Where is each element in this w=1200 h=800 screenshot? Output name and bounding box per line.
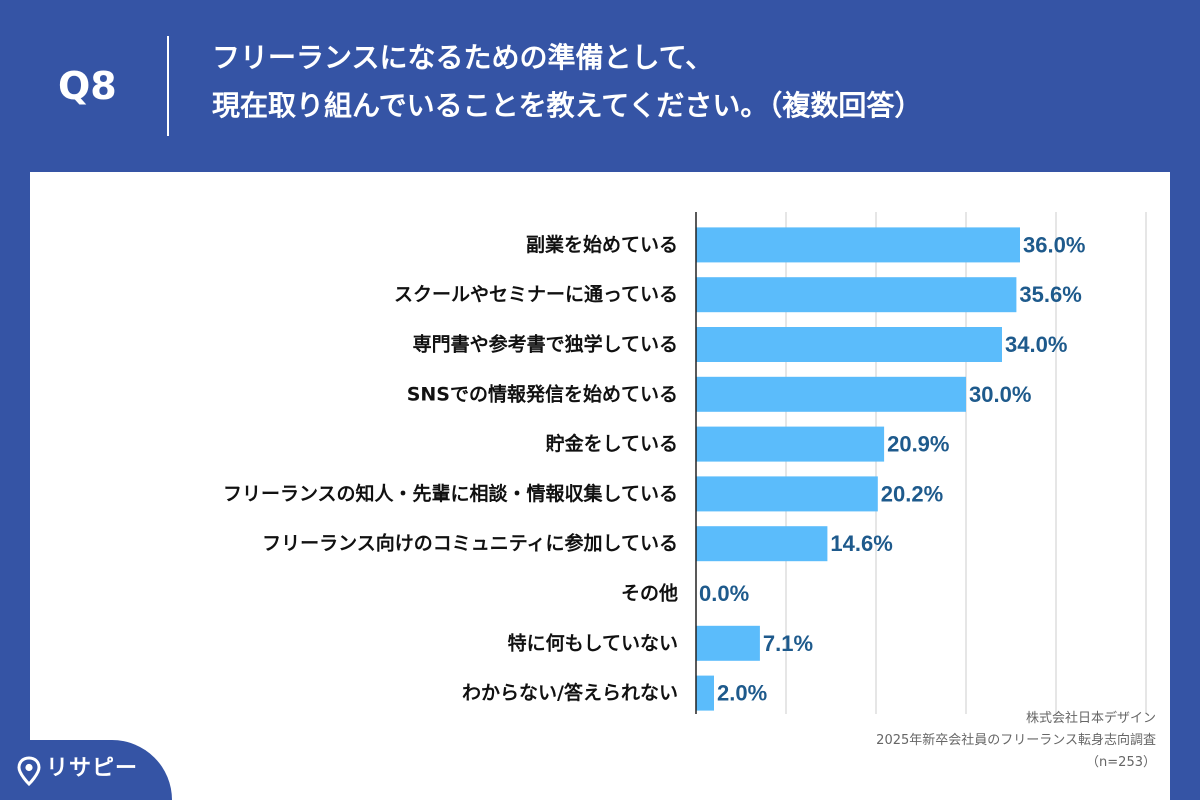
- question-number: Q8: [58, 64, 117, 108]
- map-pin-icon: [17, 756, 41, 786]
- category-label: スクールやセミナーに通っている: [394, 284, 678, 306]
- category-label: その他: [621, 582, 678, 605]
- bar: [696, 476, 878, 512]
- header-divider: [167, 36, 169, 136]
- logo-text: リサピー: [46, 756, 139, 781]
- value-label: 20.2%: [881, 481, 943, 506]
- category-label: フリーランスの知人・先輩に相談・情報収集している: [223, 482, 678, 505]
- bar: [696, 426, 885, 462]
- category-label: 特に何もしていない: [508, 631, 678, 654]
- bar: [696, 625, 760, 661]
- value-label: 35.6%: [1019, 282, 1081, 307]
- value-label: 34.0%: [1005, 332, 1067, 357]
- header: Q8 フリーランスになるための準備として、 現在取り組んでいることを教えてくださ…: [0, 0, 1200, 168]
- bar: [696, 227, 1020, 263]
- chart-card: 副業を始めている 36.0% スクールやセミナーに通っている 35.6% 専門書や参考書…: [30, 172, 1170, 800]
- source-company: 株式会社日本デザイン: [1025, 711, 1156, 726]
- bar: [696, 376, 966, 412]
- value-label: 30.0%: [969, 382, 1031, 407]
- value-label: 20.9%: [887, 432, 949, 457]
- value-label: 14.6%: [830, 531, 892, 556]
- category-label: 副業を始めている: [526, 233, 678, 256]
- bar: [696, 675, 714, 711]
- category-label: SNSでの情報発信を始めている: [407, 382, 678, 405]
- bar: [696, 327, 1002, 362]
- source-sample-size: （n=253）: [1086, 755, 1156, 770]
- category-label: フリーランス向けのコミュニティに参加している: [262, 532, 678, 555]
- bar: [696, 526, 828, 562]
- category-label: わからない/答えられない: [462, 681, 678, 704]
- category-label: 貯金をしている: [546, 432, 678, 455]
- question-title: フリーランスになるための準備として、 現在取り組んでいることを教えてください。（…: [212, 34, 1172, 130]
- logo-badge: リサピー: [0, 740, 172, 800]
- question-title-line-1: フリーランスになるための準備として、: [212, 41, 714, 74]
- bar-chart: 副業を始めている 36.0% スクールやセミナーに通っている 35.6% 専門書や参考書…: [223, 212, 1147, 714]
- value-label: 36.0%: [1023, 232, 1085, 257]
- question-title-line-2: 現在取り組んでいることを教えてください。（複数回答）: [212, 89, 923, 122]
- value-label: 0.0%: [699, 581, 749, 606]
- category-label: 専門書や参考書で独学している: [413, 333, 678, 356]
- source-note: 株式会社日本デザイン 2025年新卒会社員のフリーランス転身志向調査 （n=25…: [756, 708, 1156, 774]
- bar: [696, 277, 1017, 313]
- source-survey: 2025年新卒会社員のフリーランス転身志向調査: [876, 733, 1156, 748]
- value-label: 2.0%: [717, 681, 767, 706]
- value-label: 7.1%: [763, 631, 813, 656]
